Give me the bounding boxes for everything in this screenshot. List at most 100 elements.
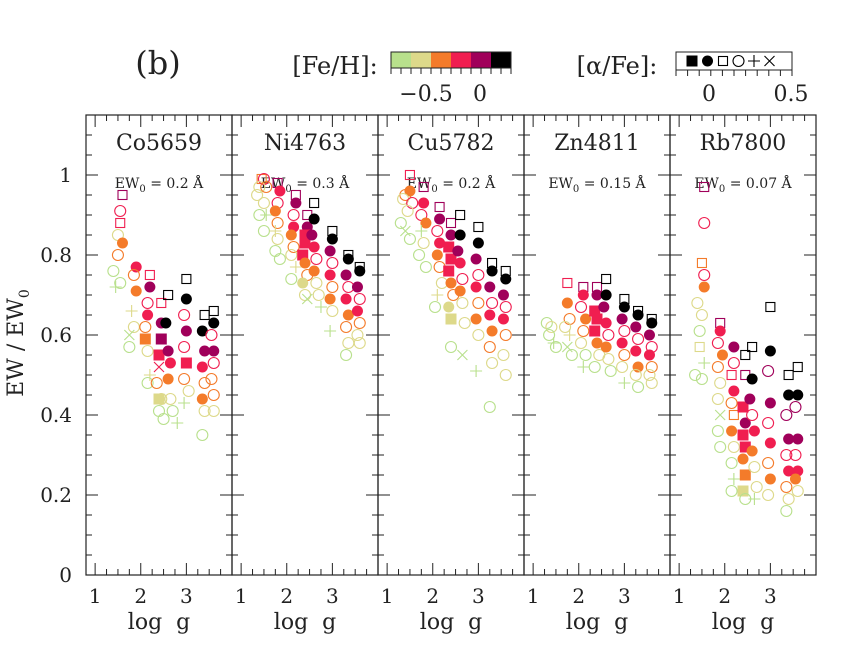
data-point bbox=[698, 268, 711, 282]
afe-symbol-bar bbox=[675, 51, 793, 76]
afe-symbol-open-square bbox=[717, 55, 729, 67]
data-point bbox=[601, 273, 612, 285]
data-point bbox=[728, 385, 740, 397]
data-point bbox=[747, 341, 758, 353]
data-point bbox=[141, 344, 154, 358]
feh-swatch bbox=[431, 52, 451, 68]
data-point bbox=[618, 377, 631, 389]
data-point bbox=[142, 309, 154, 321]
data-point bbox=[326, 280, 339, 294]
data-point bbox=[326, 304, 339, 318]
data-point bbox=[144, 269, 155, 281]
data-point bbox=[139, 333, 151, 345]
data-point bbox=[577, 361, 590, 373]
data-point bbox=[445, 229, 457, 241]
data-point bbox=[123, 329, 135, 341]
data-point bbox=[324, 293, 336, 305]
data-point bbox=[452, 245, 464, 257]
data-point bbox=[301, 293, 313, 305]
data-point bbox=[314, 301, 327, 313]
data-point bbox=[726, 369, 737, 381]
data-point bbox=[563, 329, 576, 341]
data-point bbox=[559, 320, 572, 334]
data-point bbox=[401, 204, 414, 218]
panel-title: Cu5782 bbox=[408, 131, 495, 156]
data-point bbox=[618, 301, 630, 313]
annotation-sub: 0 bbox=[431, 184, 437, 195]
data-point bbox=[629, 368, 642, 382]
data-point bbox=[711, 424, 724, 438]
data-point bbox=[589, 325, 601, 337]
annotation-suffix: = 0.07 Å bbox=[725, 174, 792, 192]
data-point bbox=[789, 448, 802, 462]
feh-color-bar bbox=[390, 51, 512, 74]
data-point bbox=[340, 269, 352, 281]
data-point bbox=[714, 376, 727, 390]
data-point bbox=[324, 245, 336, 257]
data-point bbox=[180, 325, 192, 337]
data-point bbox=[632, 309, 644, 321]
data-point bbox=[737, 401, 749, 413]
data-point bbox=[351, 305, 363, 317]
data-point bbox=[711, 392, 724, 406]
x-axis-label: log g bbox=[274, 610, 336, 635]
data-point bbox=[351, 281, 363, 293]
data-point bbox=[351, 328, 364, 342]
data-point bbox=[139, 320, 152, 334]
data-point bbox=[162, 345, 174, 357]
data-point bbox=[308, 241, 320, 253]
data-point bbox=[473, 221, 484, 233]
data-point bbox=[178, 340, 191, 354]
data-point bbox=[196, 325, 208, 337]
data-point bbox=[726, 425, 738, 437]
data-point bbox=[645, 360, 658, 374]
data-point bbox=[342, 336, 355, 350]
data-point bbox=[762, 456, 775, 470]
data-point bbox=[632, 361, 644, 373]
data-point bbox=[127, 268, 140, 282]
data-point bbox=[780, 448, 793, 462]
data-point bbox=[107, 264, 120, 278]
data-point bbox=[727, 356, 740, 370]
data-point bbox=[251, 188, 264, 202]
panel-title: Ni4763 bbox=[264, 131, 346, 156]
data-point bbox=[792, 361, 803, 373]
data-point bbox=[470, 313, 482, 325]
data-point bbox=[445, 217, 457, 229]
data-point bbox=[205, 372, 218, 386]
data-point bbox=[645, 376, 658, 390]
data-point bbox=[340, 320, 353, 334]
data-point bbox=[739, 469, 751, 481]
data-point bbox=[269, 244, 282, 258]
data-point bbox=[445, 253, 457, 265]
data-point bbox=[143, 369, 156, 381]
data-point bbox=[324, 269, 336, 281]
data-point bbox=[545, 320, 558, 334]
data-point bbox=[269, 225, 282, 237]
data-point bbox=[714, 440, 727, 454]
data-point bbox=[269, 205, 281, 217]
afe-tick-label: 0.5 bbox=[774, 82, 809, 107]
data-point bbox=[445, 277, 457, 289]
x-tick-label: 1 bbox=[381, 584, 394, 608]
data-point bbox=[196, 428, 209, 442]
data-point bbox=[497, 348, 510, 362]
data-point bbox=[616, 313, 628, 325]
data-point bbox=[762, 416, 775, 430]
data-point bbox=[643, 349, 655, 361]
data-point bbox=[125, 305, 138, 317]
annotation-prefix: EW bbox=[694, 176, 719, 192]
data-point bbox=[632, 332, 645, 346]
feh-swatch bbox=[471, 52, 491, 68]
data-point bbox=[618, 324, 631, 338]
data-point bbox=[783, 433, 795, 445]
data-point bbox=[153, 361, 165, 373]
data-point bbox=[207, 404, 220, 418]
data-point bbox=[456, 296, 469, 310]
afe-symbol-plus bbox=[748, 55, 760, 67]
data-point bbox=[455, 209, 466, 221]
data-point bbox=[792, 433, 804, 445]
data-point bbox=[486, 325, 498, 337]
